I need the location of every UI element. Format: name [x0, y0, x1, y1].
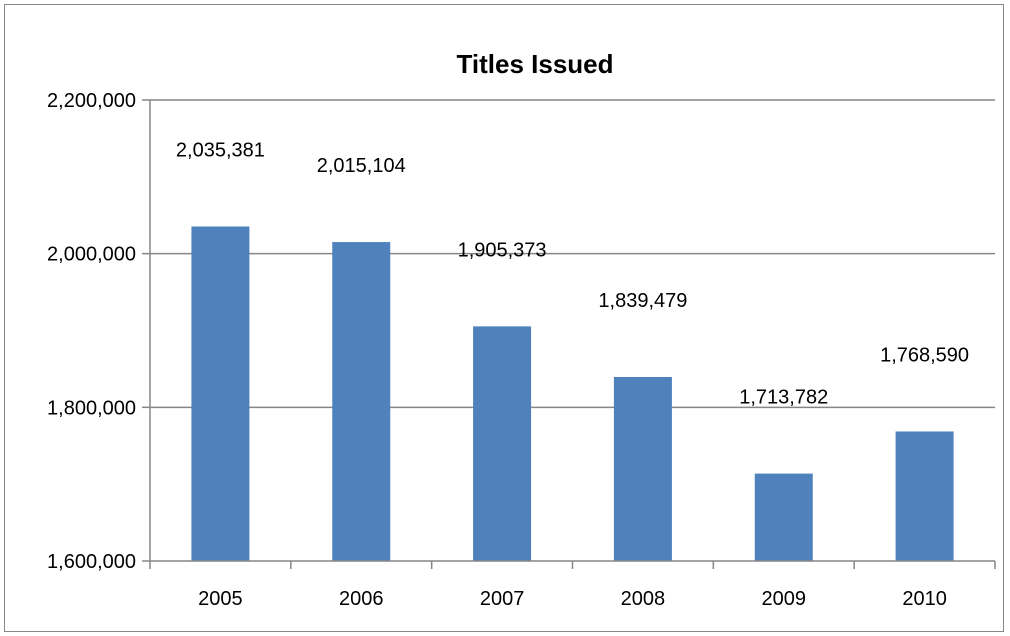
bar-2009: [754, 473, 813, 561]
bar-2005: [191, 226, 250, 561]
x-tick-label-2005: 2005: [198, 588, 243, 610]
bar-chart: Titles Issued 1,600,000 1,800,000 2,000,00…: [47, 49, 996, 610]
bar-2006: [332, 242, 391, 561]
gridlines: [150, 99, 995, 409]
data-label-2008: 1,839,479: [598, 290, 687, 312]
y-tick-label: 2,200,000: [47, 90, 136, 112]
x-tick-label-2010: 2010: [902, 588, 947, 610]
y-tick-label: 1,800,000: [47, 397, 136, 419]
data-label-2005: 2,035,381: [176, 139, 265, 161]
bar-2008: [613, 377, 672, 561]
data-label-2006: 2,015,104: [317, 155, 406, 177]
bar-2010: [895, 431, 954, 561]
data-label-2009: 1,713,782: [739, 387, 828, 409]
y-tick-label: 2,000,000: [47, 244, 136, 266]
x-tick-label-2008: 2008: [621, 588, 666, 610]
data-label-2010: 1,768,590: [880, 344, 969, 366]
bar-2007: [473, 326, 532, 561]
bars: [191, 226, 954, 561]
chart-title: Titles Issued: [456, 49, 613, 79]
y-tick-label: 1,600,000: [47, 551, 136, 573]
x-tick-label-2009: 2009: [762, 588, 807, 610]
x-tick-label-2006: 2006: [339, 588, 384, 610]
chart-frame: Titles Issued 1,600,000 1,800,000 2,000,00…: [4, 4, 1004, 632]
labels: 1,600,000 1,800,000 2,000,000 2,200,000 2,03…: [47, 90, 969, 610]
data-label-2007: 1,905,373: [458, 239, 547, 261]
axes: [142, 99, 996, 569]
x-tick-label-2007: 2007: [480, 588, 525, 610]
